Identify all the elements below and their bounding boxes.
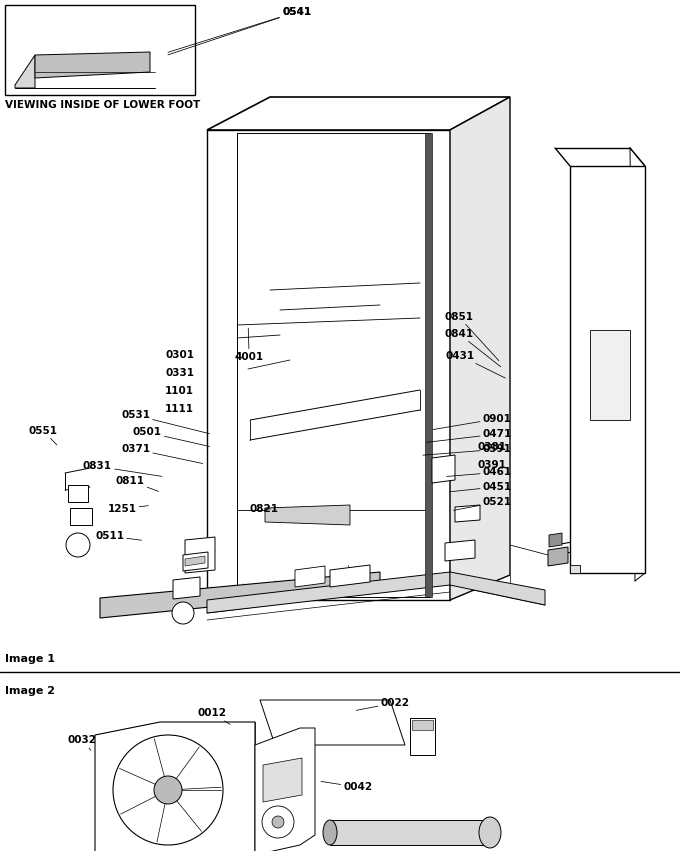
Circle shape <box>154 776 182 804</box>
Circle shape <box>262 806 294 838</box>
Text: 0831: 0831 <box>83 461 162 477</box>
Text: 0901: 0901 <box>433 414 511 430</box>
Text: 0531: 0531 <box>121 410 209 434</box>
Text: 4001: 4001 <box>235 328 264 362</box>
Polygon shape <box>445 540 475 561</box>
Polygon shape <box>450 572 545 605</box>
Polygon shape <box>412 720 433 730</box>
Text: 0022: 0022 <box>356 698 410 711</box>
Polygon shape <box>173 577 200 599</box>
Polygon shape <box>185 556 205 566</box>
Polygon shape <box>70 508 92 525</box>
Polygon shape <box>455 505 480 522</box>
Polygon shape <box>330 820 490 845</box>
Polygon shape <box>207 572 450 613</box>
Polygon shape <box>207 97 510 130</box>
Text: 0012: 0012 <box>197 708 230 724</box>
Text: 0431: 0431 <box>445 351 505 378</box>
Polygon shape <box>295 566 325 587</box>
Text: 0551: 0551 <box>29 426 58 445</box>
Ellipse shape <box>323 820 337 845</box>
Text: VIEWING INSIDE OF LOWER FOOT: VIEWING INSIDE OF LOWER FOOT <box>5 100 200 110</box>
Polygon shape <box>183 552 208 571</box>
Text: 1251: 1251 <box>107 504 148 514</box>
Text: 0461: 0461 <box>447 467 512 477</box>
Polygon shape <box>265 505 350 525</box>
Text: 0451: 0451 <box>450 482 512 492</box>
Text: Image 2: Image 2 <box>5 686 55 696</box>
Text: 0511: 0511 <box>95 531 141 541</box>
Text: 0541: 0541 <box>168 7 311 53</box>
Text: 0841: 0841 <box>444 328 500 367</box>
Text: 0331: 0331 <box>165 368 194 378</box>
Polygon shape <box>100 572 380 618</box>
Circle shape <box>172 602 194 624</box>
Text: 0521: 0521 <box>454 497 512 511</box>
Polygon shape <box>95 722 255 851</box>
Circle shape <box>66 533 90 557</box>
Text: 0591: 0591 <box>423 444 511 455</box>
Text: 0811: 0811 <box>116 476 158 491</box>
Polygon shape <box>432 455 455 483</box>
Polygon shape <box>549 533 562 547</box>
Text: 0471: 0471 <box>426 429 512 443</box>
Text: 0042: 0042 <box>321 781 373 792</box>
Polygon shape <box>68 485 88 502</box>
Circle shape <box>113 735 223 845</box>
Text: 0541: 0541 <box>168 7 311 54</box>
Polygon shape <box>35 52 150 78</box>
Polygon shape <box>548 547 568 566</box>
Text: Image 1: Image 1 <box>5 654 55 664</box>
Text: 0851: 0851 <box>444 311 499 361</box>
Text: 0501: 0501 <box>133 427 209 447</box>
Polygon shape <box>185 537 215 573</box>
Polygon shape <box>570 166 645 573</box>
Text: 1101: 1101 <box>165 386 194 396</box>
Text: 0381: 0381 <box>477 442 506 452</box>
Polygon shape <box>330 565 370 587</box>
Polygon shape <box>15 55 35 88</box>
Text: 0032: 0032 <box>68 735 97 751</box>
Text: 0391: 0391 <box>477 460 506 470</box>
Ellipse shape <box>479 817 501 848</box>
Polygon shape <box>450 97 510 600</box>
Polygon shape <box>5 5 195 95</box>
Text: 1111: 1111 <box>165 404 194 414</box>
Polygon shape <box>590 330 630 420</box>
Polygon shape <box>255 728 315 851</box>
Polygon shape <box>410 718 435 755</box>
Polygon shape <box>263 758 302 802</box>
Text: 0301: 0301 <box>165 350 194 360</box>
Polygon shape <box>425 133 432 597</box>
Text: 0821: 0821 <box>250 504 279 514</box>
Circle shape <box>272 816 284 828</box>
Polygon shape <box>260 700 405 745</box>
Polygon shape <box>570 565 580 573</box>
Polygon shape <box>90 50 150 62</box>
Polygon shape <box>160 722 255 851</box>
Text: 0371: 0371 <box>121 444 203 464</box>
